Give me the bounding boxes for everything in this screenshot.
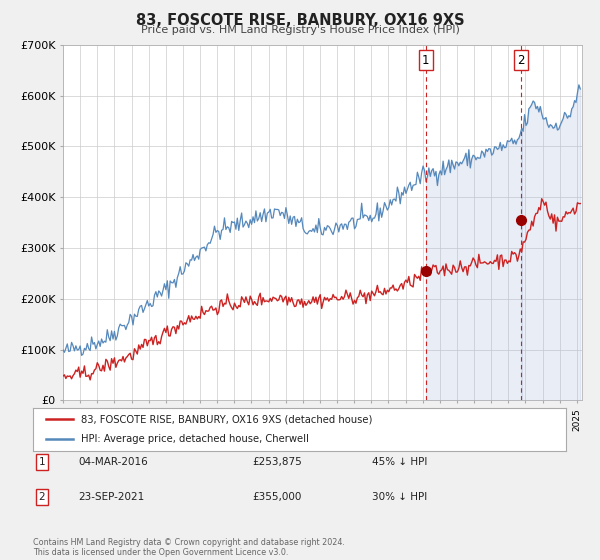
Text: 45% ↓ HPI: 45% ↓ HPI [372,457,427,467]
Text: Price paid vs. HM Land Registry's House Price Index (HPI): Price paid vs. HM Land Registry's House … [140,25,460,35]
Text: 83, FOSCOTE RISE, BANBURY, OX16 9XS (detached house): 83, FOSCOTE RISE, BANBURY, OX16 9XS (det… [81,414,373,424]
Text: £355,000: £355,000 [252,492,301,502]
Text: 04-MAR-2016: 04-MAR-2016 [78,457,148,467]
Text: Contains HM Land Registry data © Crown copyright and database right 2024.: Contains HM Land Registry data © Crown c… [33,538,345,547]
Text: 2: 2 [38,492,46,502]
Text: 30% ↓ HPI: 30% ↓ HPI [372,492,427,502]
Text: 23-SEP-2021: 23-SEP-2021 [78,492,144,502]
Text: £253,875: £253,875 [252,457,302,467]
Text: 1: 1 [422,54,430,67]
Text: 83, FOSCOTE RISE, BANBURY, OX16 9XS: 83, FOSCOTE RISE, BANBURY, OX16 9XS [136,13,464,29]
Text: 2: 2 [517,54,524,67]
Text: This data is licensed under the Open Government Licence v3.0.: This data is licensed under the Open Gov… [33,548,289,557]
Text: 1: 1 [38,457,46,467]
Text: HPI: Average price, detached house, Cherwell: HPI: Average price, detached house, Cher… [81,434,309,444]
